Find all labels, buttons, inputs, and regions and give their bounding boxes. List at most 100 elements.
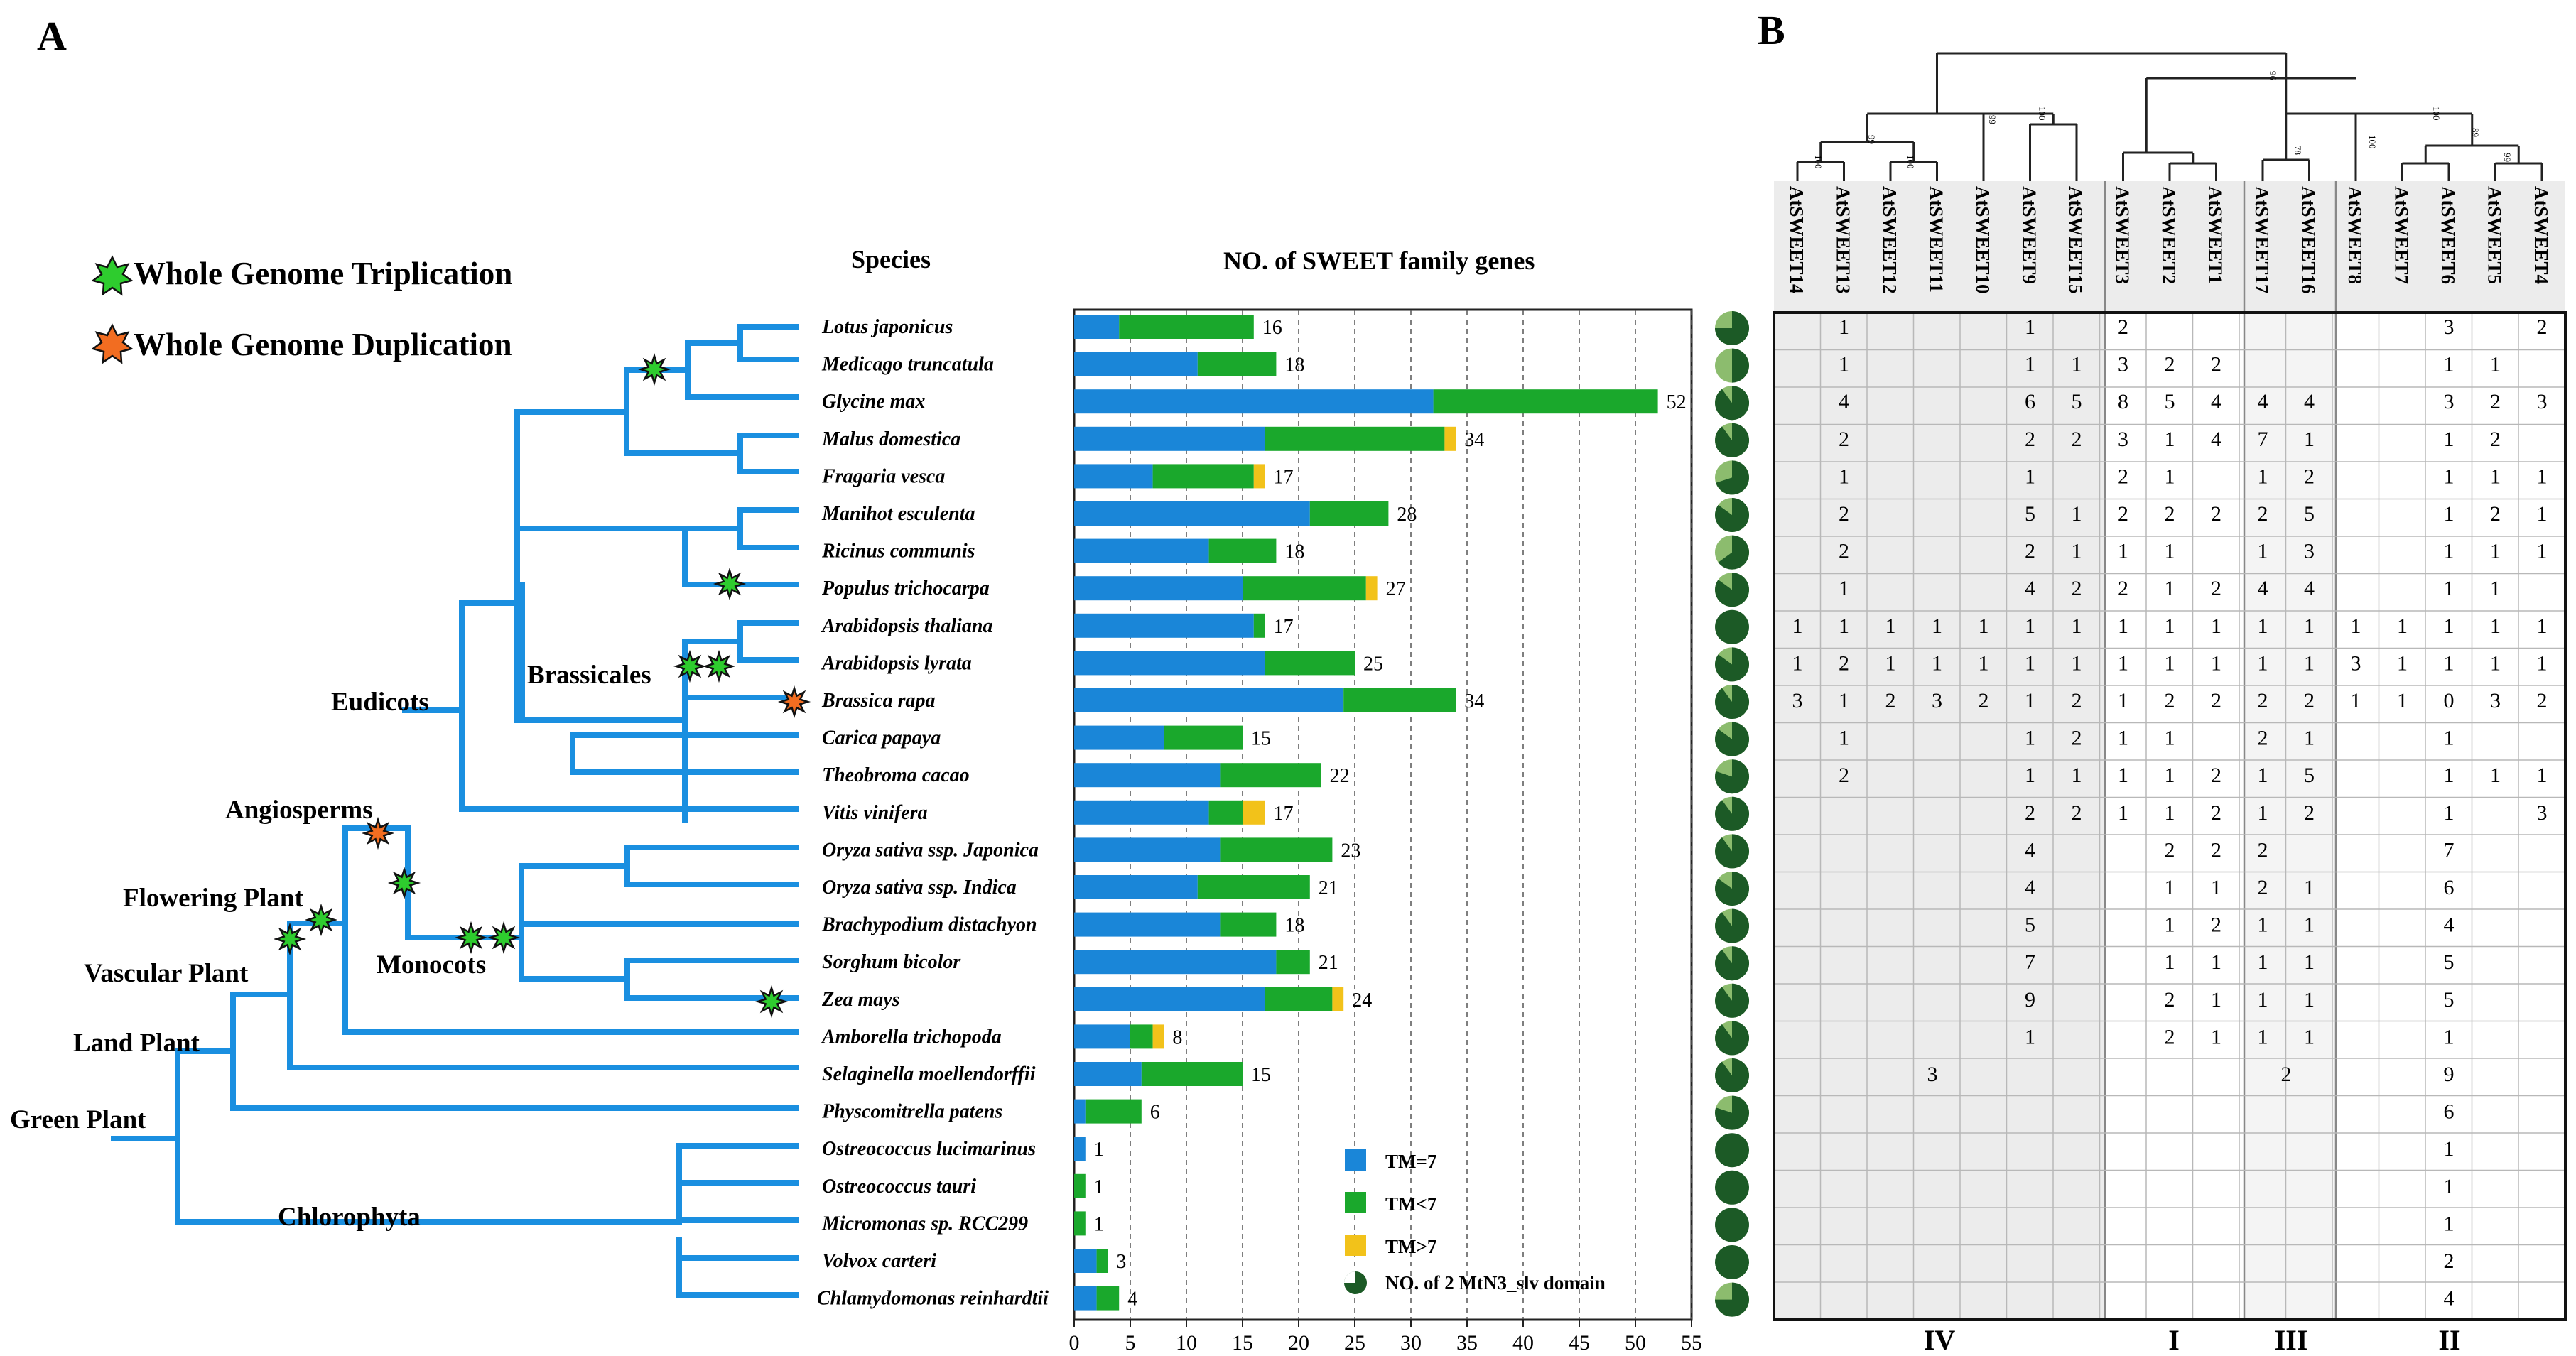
bar-tm-lt7-populus-trichocarpa (1243, 576, 1366, 601)
species-name-malus-domestica: Malus domestica (821, 428, 960, 450)
cell-r13-c15: 1 (2444, 764, 2455, 787)
bar-tm7-brassica-rapa (1074, 688, 1344, 712)
wgt-star-icon-9 (487, 921, 521, 955)
cell-r9-c10: 1 (2211, 614, 2221, 638)
cell-r10-c4: 1 (1932, 651, 1942, 675)
gene-label-atsweet8: AtSWEET8 (2344, 186, 2366, 284)
bootstrap-9: 89 (2470, 128, 2481, 137)
bar-tm-lt7-sorghum-bicolor (1276, 950, 1310, 975)
species-name-carica-papaya: Carica papaya (822, 727, 941, 749)
cell-r10-c12: 1 (2304, 651, 2315, 675)
domain-pie-ostreococcus-lucimarinus (1715, 1133, 1749, 1168)
cell-r9-c7: 1 (2072, 614, 2082, 638)
cell-r27-c15: 4 (2444, 1287, 2455, 1311)
cell-r3-c17: 3 (2537, 390, 2548, 413)
bar-tm-lt7-ricinus-communis (1208, 538, 1277, 563)
cell-r3-c6: 6 (2025, 390, 2035, 413)
bar-total-physcomitrella-patens: 6 (1150, 1102, 1160, 1124)
species-name-selaginella-moellendorffii: Selaginella moellendorffii (822, 1063, 1036, 1085)
cell-r12-c7: 2 (2072, 727, 2082, 750)
cell-r9-c1: 1 (1792, 614, 1803, 638)
bootstrap-10: 100 (2431, 107, 2442, 121)
bar-tm7-ricinus-communis (1074, 538, 1209, 563)
cell-r11-c16: 3 (2490, 689, 2501, 712)
cell-r7-c8: 1 (2118, 540, 2128, 563)
cell-r9-c13: 1 (2351, 614, 2361, 638)
cell-r9-c4: 1 (1932, 614, 1942, 638)
bar-total-theobroma-cacao: 22 (1330, 765, 1350, 787)
species-name-brassica-rapa: Brassica rapa (821, 690, 935, 712)
cell-r8-c15: 1 (2444, 577, 2455, 600)
cell-r5-c9: 1 (2165, 465, 2175, 488)
gene-dendrogram (1796, 52, 2543, 181)
cell-r20-c11: 1 (2258, 1025, 2268, 1048)
bar-total-selaginella-moellendorffii: 15 (1251, 1064, 1271, 1086)
cell-r10-c7: 1 (2072, 651, 2082, 675)
bar-tm-lt7-oryza-sativa-ssp-japonica (1220, 837, 1333, 862)
bar-tm-gt7-populus-trichocarpa (1365, 576, 1378, 601)
cell-r13-c11: 1 (2258, 764, 2268, 787)
cell-r3-c8: 8 (2118, 390, 2128, 413)
bar-total-sorghum-bicolor: 21 (1319, 952, 1338, 974)
cell-r14-c7: 2 (2072, 801, 2082, 825)
cell-r21-c15: 9 (2444, 1063, 2455, 1086)
bar-tm7-vitis-vinifera (1074, 800, 1209, 825)
cell-r3-c16: 2 (2490, 390, 2501, 413)
cell-r13-c7: 1 (2072, 764, 2082, 787)
cell-r13-c6: 1 (2025, 764, 2035, 787)
domain-pie-oryza-sativa-ssp-indica (1715, 872, 1750, 906)
clade-label-monocots: Monocots (377, 950, 486, 980)
species-name-lotus-japonicus: Lotus japonicus (821, 316, 953, 338)
cell-r11-c4: 3 (1932, 689, 1942, 712)
cell-r1-c8: 2 (2118, 315, 2128, 339)
domain-pie-volvox-carteri (1715, 1245, 1749, 1279)
cell-r12-c15: 1 (2444, 727, 2455, 750)
cell-r4-c8: 3 (2118, 428, 2128, 451)
cell-r7-c6: 2 (2025, 540, 2035, 563)
cell-r20-c15: 1 (2444, 1025, 2455, 1048)
cell-r8-c7: 2 (2072, 577, 2082, 600)
bar-tm-lt7-arabidopsis-thaliana (1253, 613, 1265, 638)
cell-r11-c13: 1 (2351, 689, 2361, 712)
bar-tm7-selaginella-moellendorffii (1074, 1062, 1142, 1086)
cell-r1-c17: 2 (2537, 315, 2548, 339)
bar-total-arabidopsis-lyrata: 25 (1363, 653, 1383, 675)
bar-legend: TM=7 TM<7 TM>7 NO. of 2 MtN3_slv domain (1344, 1149, 1606, 1294)
bar-tm7-medicago-truncatula (1074, 352, 1198, 376)
cell-r24-c15: 1 (2444, 1175, 2455, 1198)
cell-r4-c9: 1 (2165, 428, 2175, 451)
cell-r11-c12: 2 (2304, 689, 2315, 712)
bootstrap-3: 99 (1866, 135, 1877, 144)
gene-label-atsweet16: AtSWEET16 (2298, 186, 2320, 294)
cell-r13-c12: 5 (2304, 764, 2315, 787)
cell-r9-c16: 1 (2490, 614, 2501, 638)
bar-tm-lt7-volvox-carteri (1096, 1249, 1108, 1273)
x-tick-label-15: 15 (1232, 1331, 1253, 1355)
species-name-manihot-esculenta: Manihot esculenta (821, 503, 975, 525)
bootstrap-1: 100 (1813, 155, 1824, 169)
cell-r9-c3: 1 (1885, 614, 1896, 638)
cell-r19-c6: 9 (2025, 988, 2035, 1011)
species-name-volvox-carteri: Volvox carteri (822, 1250, 936, 1272)
cell-r11-c1: 3 (1792, 689, 1803, 712)
bar-total-fragaria-vesca: 17 (1274, 466, 1294, 488)
cell-r4-c11: 7 (2258, 428, 2268, 451)
cell-r6-c15: 1 (2444, 502, 2455, 526)
cell-r12-c6: 1 (2025, 727, 2035, 750)
species-tree (111, 324, 799, 1298)
bar-total-ostreococcus-lucimarinus: 1 (1094, 1139, 1104, 1161)
cell-r19-c12: 1 (2304, 988, 2315, 1011)
cell-r16-c10: 1 (2211, 876, 2221, 899)
cell-r10-c14: 1 (2397, 651, 2408, 675)
wgt-star-icon-7 (304, 903, 338, 937)
cell-r7-c16: 1 (2490, 540, 2501, 563)
bar-tm-lt7-lotus-japonicus (1119, 315, 1254, 339)
cell-r5-c12: 2 (2304, 465, 2315, 488)
domain-pie-theobroma-cacao (1715, 759, 1750, 794)
cell-r9-c6: 1 (2025, 614, 2035, 638)
bar-tm7-sorghum-bicolor (1074, 950, 1277, 975)
cell-r14-c11: 1 (2258, 801, 2268, 825)
domain-pie-glycine-max (1715, 386, 1750, 421)
bar-tm-gt7-vitis-vinifera (1243, 800, 1265, 825)
